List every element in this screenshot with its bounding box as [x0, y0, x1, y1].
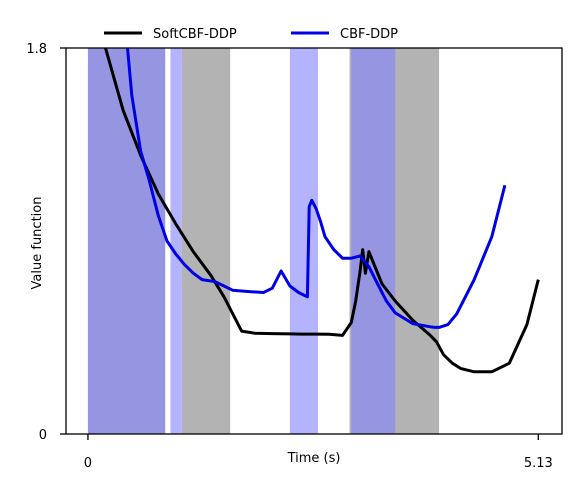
shaded-region-1-3: [351, 48, 396, 434]
plot-frame: [65, 47, 563, 435]
shaded-region-0-1: [181, 48, 231, 434]
shaded-region-1-2: [289, 48, 318, 434]
legend-label-softcbf-ddp: SoftCBF-DDP: [153, 27, 237, 42]
x-axis-label: Time (s): [287, 451, 341, 466]
series-line-cbf-ddp: [126, 48, 507, 329]
y-axis-label: Value function: [30, 197, 45, 290]
y-tick-label: 0: [39, 428, 47, 443]
legend: SoftCBF-DDP CBF-DDP: [104, 27, 398, 42]
axis-ticks: 0 5.13 0 1.8: [26, 42, 552, 471]
series-line-softcbf-ddp: [104, 48, 540, 374]
shaded-region-1-1: [170, 48, 182, 434]
legend-label-cbf-ddp: CBF-DDP: [340, 27, 398, 42]
x-tick-label: 5.13: [524, 456, 553, 471]
x-tick-label: 0: [84, 456, 92, 471]
y-tick-label: 1.8: [26, 42, 47, 57]
shaded-regions: [87, 48, 440, 434]
shaded-region-1-0: [87, 48, 166, 434]
series-lines: [104, 48, 540, 374]
